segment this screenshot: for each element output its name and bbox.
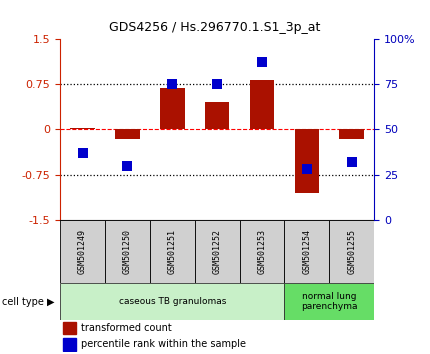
Bar <box>284 284 374 320</box>
Bar <box>195 220 240 284</box>
Bar <box>63 338 76 350</box>
Text: GSM501253: GSM501253 <box>258 229 267 274</box>
Bar <box>150 220 195 284</box>
Bar <box>284 220 329 284</box>
Text: percentile rank within the sample: percentile rank within the sample <box>80 339 246 349</box>
Point <box>124 163 131 169</box>
Bar <box>70 128 95 130</box>
Point <box>258 60 265 65</box>
Point <box>79 150 86 156</box>
Point <box>304 166 310 172</box>
Text: transformed count: transformed count <box>80 323 171 333</box>
Point <box>169 81 176 87</box>
Bar <box>339 130 364 138</box>
Bar <box>60 220 105 284</box>
Bar <box>60 284 284 320</box>
Bar <box>240 220 284 284</box>
Text: caseous TB granulomas: caseous TB granulomas <box>119 297 226 306</box>
Bar <box>63 322 76 334</box>
Bar <box>329 220 374 284</box>
Bar <box>295 130 319 193</box>
Text: GSM501249: GSM501249 <box>78 229 87 274</box>
Text: GSM501250: GSM501250 <box>123 229 132 274</box>
Text: cell type ▶: cell type ▶ <box>2 297 55 307</box>
Text: GSM501251: GSM501251 <box>168 229 177 274</box>
Text: GDS4256 / Hs.296770.1.S1_3p_at: GDS4256 / Hs.296770.1.S1_3p_at <box>109 21 321 34</box>
Point <box>214 81 221 87</box>
Bar <box>160 88 184 130</box>
Bar <box>250 80 274 130</box>
Bar <box>115 130 140 138</box>
Point <box>348 159 355 165</box>
Text: GSM501255: GSM501255 <box>347 229 356 274</box>
Text: GSM501252: GSM501252 <box>213 229 221 274</box>
Bar <box>105 220 150 284</box>
Text: GSM501254: GSM501254 <box>302 229 311 274</box>
Bar <box>205 102 230 130</box>
Text: normal lung
parenchyma: normal lung parenchyma <box>301 292 357 311</box>
